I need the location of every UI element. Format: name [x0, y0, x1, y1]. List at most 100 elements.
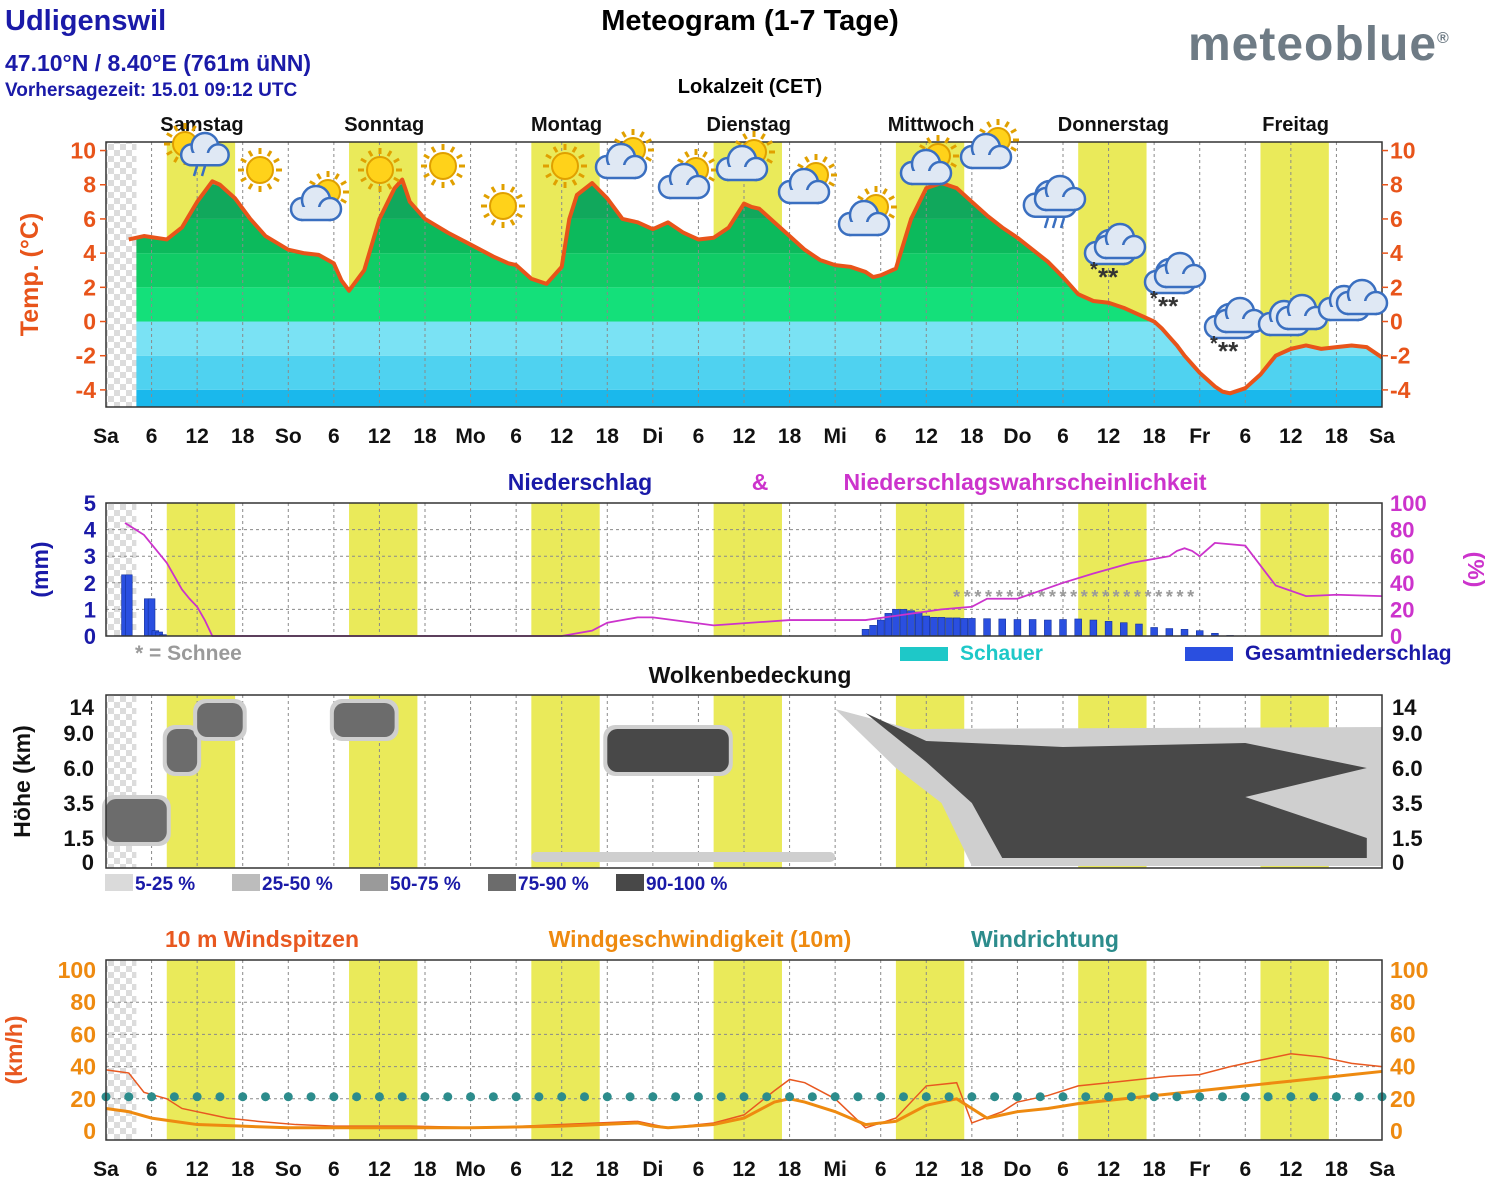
temp-band [128, 389, 1382, 407]
panel-clouds [102, 694, 1383, 869]
precip-bar [1195, 630, 1204, 637]
time-tick-label: So [275, 425, 302, 448]
time-tick-label: 18 [778, 425, 802, 448]
wind-direction-marker [238, 1092, 248, 1102]
snow-marker: * [1102, 587, 1109, 607]
precip-bar [869, 625, 877, 637]
time-tick-label: Sa [1369, 1158, 1395, 1181]
time-tick-label: 18 [231, 425, 255, 448]
meteoblue-logo[interactable]: meteoblue® [1188, 17, 1450, 72]
panel-frame [105, 694, 1383, 869]
wind-direction-marker [1104, 1092, 1114, 1102]
cloud-icon [657, 162, 711, 200]
wind-direction-marker [853, 1092, 863, 1102]
wind-gust-line [105, 1052, 1383, 1129]
time-tick-label: So [275, 1158, 302, 1181]
precip-bar [1180, 629, 1189, 637]
time-tick-label: 18 [1325, 1158, 1349, 1181]
temp-tick-left: 0 [83, 309, 96, 335]
day-label: Samstag [160, 114, 243, 136]
temp-tick-left: -4 [76, 377, 97, 403]
time-tick-label: Di [642, 425, 663, 448]
time-tick-label: 18 [596, 425, 620, 448]
daylight-band [531, 503, 600, 636]
wind-direction-marker [921, 1092, 931, 1102]
cloud-tick-right: 1.5 [1392, 826, 1423, 851]
precip-bar [1044, 619, 1052, 637]
precip-bar [1028, 619, 1037, 637]
precip-bar [1135, 623, 1143, 637]
time-tick-label: 18 [960, 425, 984, 448]
precip-bar [922, 615, 931, 637]
time-tick-label: Fr [1189, 1158, 1210, 1181]
wind-direction-marker [1354, 1092, 1364, 1102]
time-tick-label: 12 [915, 1158, 938, 1181]
precip-tick: 2 [84, 571, 96, 596]
time-tick-label: 6 [146, 425, 158, 448]
snow-marker: * [1091, 587, 1098, 607]
cloud-tick-right: 9.0 [1392, 721, 1423, 746]
wind-tick-right: 100 [1390, 957, 1428, 983]
day-label: Donnerstag [1058, 114, 1169, 136]
snow-marker: * [1155, 587, 1162, 607]
snow-marker: * [953, 587, 960, 607]
precip-bar [945, 617, 953, 637]
wind-direction-marker [990, 1092, 1000, 1102]
wind-direction-marker [1263, 1092, 1273, 1102]
panel-precip: * * * * * * * * * * * * * * * * * * * * * * * [105, 502, 1383, 637]
daylight-band [1078, 960, 1147, 1140]
cloud-patch [197, 703, 243, 737]
precip-axis-label: (mm) [27, 541, 53, 597]
temperature-line [128, 177, 1384, 396]
panel-frame [105, 141, 1383, 408]
panel-wind [101, 959, 1387, 1141]
cloud-icon [777, 167, 831, 205]
cloud-tick-right: 3.5 [1392, 791, 1423, 816]
precip-bar [1013, 619, 1022, 637]
time-tick-label: 12 [185, 425, 208, 448]
cloud-tick-left: 6.0 [63, 756, 94, 781]
temp-tick-right: 2 [1390, 274, 1403, 300]
wind-tick-left: 0 [83, 1118, 96, 1144]
wind-direction-marker [1309, 1092, 1319, 1102]
wind-direction-marker [671, 1092, 681, 1102]
snow-marker: * [1059, 587, 1066, 607]
cloud-icon [959, 132, 1013, 170]
legend-showers: Schauer [960, 642, 1043, 665]
wind-direction-marker [557, 1092, 567, 1102]
cloud-legend-label: 75-90 % [518, 874, 589, 895]
precip-bar [998, 618, 1006, 637]
time-tick-label: 12 [915, 425, 938, 448]
cloud-icon [837, 199, 891, 237]
logo-backdrop [1165, 66, 1452, 94]
cloud-legend-swatch [105, 874, 133, 891]
wind-direction-marker [124, 1092, 134, 1102]
temp-tick-right: -4 [1390, 377, 1411, 403]
daylight-band [531, 695, 600, 868]
time-tick-label: 6 [1239, 425, 1251, 448]
snow-icon: * [1210, 333, 1218, 355]
wind-direction-marker [420, 1092, 430, 1102]
wind-tick-right: 60 [1390, 1021, 1416, 1047]
cloud-legend-swatch [488, 874, 516, 891]
snow-marker: * [1028, 587, 1035, 607]
precip-tick: 4 [84, 518, 97, 543]
temp-tick-right: 10 [1390, 138, 1416, 164]
temp-tick-right: 6 [1390, 206, 1403, 232]
cloud-tick-right: 14 [1392, 695, 1417, 720]
daylight-band [713, 503, 782, 636]
wind-direction-marker [762, 1092, 772, 1102]
precip-amp: & [752, 469, 769, 495]
wind-direction-marker [807, 1092, 817, 1102]
wind-direction-marker [899, 1092, 908, 1102]
temp-tick-right: 8 [1390, 172, 1403, 198]
precip-bar [892, 609, 900, 637]
wind-direction-marker [306, 1092, 316, 1102]
time-tick-label: 12 [550, 1158, 573, 1181]
wind-direction-marker [1286, 1092, 1296, 1102]
precip-tick: 5 [84, 491, 96, 516]
time-tick-label: 6 [693, 1158, 705, 1181]
wind-direction-marker [944, 1092, 954, 1102]
daylight-band [166, 503, 236, 636]
time-tick-label: 18 [778, 1158, 802, 1181]
